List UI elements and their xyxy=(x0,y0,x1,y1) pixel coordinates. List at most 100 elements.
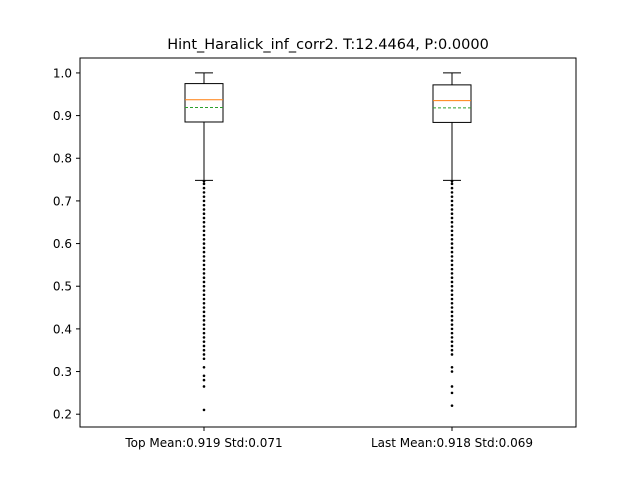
outlier-point xyxy=(202,297,206,301)
outlier-point xyxy=(202,238,206,241)
boxes xyxy=(184,72,472,412)
outlier-point xyxy=(202,229,206,233)
y-tick-label: 0.6 xyxy=(53,237,72,251)
iqr-box xyxy=(184,83,224,123)
outlier-point xyxy=(202,357,206,361)
outlier-point xyxy=(450,327,454,331)
outlier-point xyxy=(450,385,454,388)
x-tick-label: Top Mean:0.919 Std:0.071 xyxy=(124,436,282,450)
outlier-point xyxy=(202,195,206,198)
outlier-point xyxy=(450,301,454,305)
outlier-point xyxy=(450,212,454,216)
outlier-point xyxy=(450,323,454,326)
outlier-point xyxy=(202,276,206,279)
outlier-point xyxy=(202,212,206,216)
y-tick-label: 0.7 xyxy=(53,194,72,208)
outlier-point xyxy=(450,340,454,343)
outlier-point xyxy=(450,348,454,352)
outlier-point xyxy=(450,293,454,297)
outlier-point xyxy=(202,385,206,388)
outlier-point xyxy=(202,289,206,292)
outlier-point xyxy=(202,301,206,305)
outlier-point xyxy=(202,284,206,288)
outlier-point xyxy=(450,238,454,241)
chart-title: Hint_Haralick_inf_corr2. T:12.4464, P:0.… xyxy=(167,37,489,53)
outlier-point xyxy=(202,378,206,382)
outlier-point xyxy=(202,233,206,237)
outlier-point xyxy=(450,229,454,233)
outlier-point xyxy=(450,216,454,220)
y-tick-label: 0.8 xyxy=(53,152,72,166)
outlier-point xyxy=(450,370,454,373)
outlier-point xyxy=(450,182,454,186)
outlier-point xyxy=(450,336,454,339)
outlier-point xyxy=(202,191,206,194)
outlier-point xyxy=(202,182,206,186)
y-tick-label: 0.5 xyxy=(53,280,72,294)
outlier-point xyxy=(202,323,206,326)
outlier-point xyxy=(202,340,206,343)
outlier-point xyxy=(450,191,454,194)
y-tick-label: 1.0 xyxy=(53,66,72,80)
y-tick-label: 0.4 xyxy=(53,322,72,336)
outlier-point xyxy=(450,259,454,262)
outlier-point xyxy=(202,306,206,309)
outlier-point xyxy=(202,199,206,203)
outlier-point xyxy=(450,310,454,314)
outlier-point xyxy=(202,259,206,262)
outlier-point xyxy=(450,199,454,203)
y-tick-label: 0.9 xyxy=(53,109,72,123)
outlier-point xyxy=(450,331,454,335)
outlier-point xyxy=(202,216,206,220)
outlier-point xyxy=(202,186,206,190)
x-tick-label: Last Mean:0.918 Std:0.069 xyxy=(371,436,533,450)
outlier-point xyxy=(202,272,206,275)
outlier-point xyxy=(450,255,454,258)
outlier-point xyxy=(450,186,454,190)
outlier-point xyxy=(450,404,454,407)
box-plot-last xyxy=(432,72,472,407)
outlier-point xyxy=(450,208,454,211)
outlier-point xyxy=(450,263,454,267)
outlier-point xyxy=(450,319,454,322)
y-axis: 0.2 0.3 0.4 0.5 0.6 0.7 0.8 0.9 1.0 xyxy=(53,66,80,422)
outlier-point xyxy=(450,314,454,318)
outlier-point xyxy=(202,336,206,339)
outlier-point xyxy=(450,344,454,348)
outlier-point xyxy=(450,250,454,254)
outlier-point xyxy=(202,319,206,322)
outlier-point xyxy=(450,272,454,275)
outlier-point xyxy=(450,233,454,237)
outlier-point xyxy=(450,280,454,284)
outlier-point xyxy=(450,365,454,369)
outlier-point xyxy=(202,374,206,378)
outlier-point xyxy=(450,306,454,309)
outlier-point xyxy=(450,267,454,271)
outlier-point xyxy=(450,289,454,292)
outlier-point xyxy=(202,225,206,228)
outlier-point xyxy=(450,220,454,224)
y-tick-label: 0.2 xyxy=(53,408,72,422)
outlier-point xyxy=(202,255,206,258)
outlier-point xyxy=(450,353,454,356)
x-axis: Top Mean:0.919 Std:0.071 Last Mean:0.918 … xyxy=(124,427,533,450)
outlier-point xyxy=(202,246,206,250)
outlier-point xyxy=(450,225,454,228)
outlier-point xyxy=(202,250,206,254)
outlier-point xyxy=(202,353,206,356)
outlier-point xyxy=(450,242,454,245)
outlier-point xyxy=(450,195,454,198)
outlier-point xyxy=(202,220,206,224)
outlier-point xyxy=(450,203,454,207)
outlier-point xyxy=(202,314,206,318)
outlier-point xyxy=(450,297,454,301)
outlier-point xyxy=(202,408,206,412)
outlier-point xyxy=(202,263,206,267)
outlier-point xyxy=(202,208,206,211)
y-tick-label: 0.3 xyxy=(53,365,72,379)
outlier-point xyxy=(202,242,206,245)
outlier-point xyxy=(202,280,206,284)
outlier-point xyxy=(202,331,206,335)
outlier-point xyxy=(202,267,206,271)
